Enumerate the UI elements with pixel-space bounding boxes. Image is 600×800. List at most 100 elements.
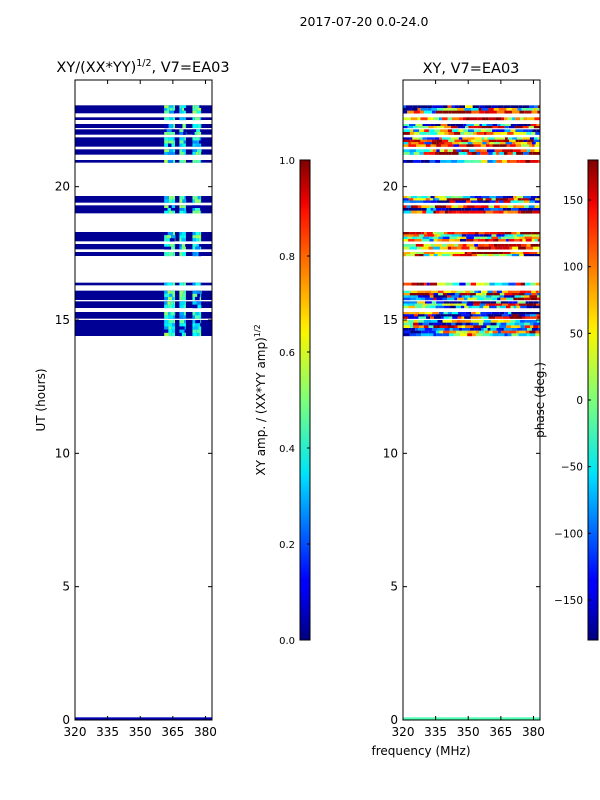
heatmap-cell <box>492 160 497 163</box>
heatmap-cell <box>507 205 514 209</box>
heatmap-cell <box>192 210 197 214</box>
heatmap-cell <box>484 232 490 235</box>
heatmap-cell <box>443 316 449 319</box>
heatmap-cell <box>435 160 441 163</box>
panel1-title: XY/(XX*YY)1/2, V7=EA03 <box>56 58 229 76</box>
heatmap-cell <box>478 244 485 247</box>
heatmap-cell <box>192 326 195 330</box>
heatmap-cell <box>530 325 534 329</box>
heatmap-cell <box>457 297 464 301</box>
heatmap-cell <box>168 140 174 144</box>
heatmap-cell <box>481 126 486 129</box>
heatmap-cell <box>442 303 451 306</box>
heatmap-cell <box>174 235 176 239</box>
heatmap-cell <box>515 117 520 121</box>
heatmap-cell <box>470 322 474 326</box>
colorbar2-label: phase (deg.) <box>533 362 547 438</box>
heatmap-cell <box>482 333 490 337</box>
heatmap-cell <box>424 129 429 133</box>
heatmap-cell <box>529 200 535 203</box>
heatmap-cell <box>519 290 527 294</box>
heatmap-cell <box>503 328 512 331</box>
heatmap-cell <box>538 244 540 247</box>
heatmap-cell <box>183 282 186 286</box>
heatmap-cell <box>173 105 176 109</box>
heatmap-cell <box>173 301 176 305</box>
heatmap-cell <box>197 108 201 111</box>
x-tick-label: 320 <box>392 725 415 739</box>
heatmap-cell <box>418 142 425 145</box>
heatmap-cell <box>416 210 423 214</box>
heatmap-cell <box>417 320 424 323</box>
heatmap-cell <box>415 328 419 331</box>
heatmap-cell <box>500 297 507 301</box>
heatmap-cell <box>501 328 504 331</box>
colorbar1-tick-label: 0.2 <box>279 540 295 551</box>
heatmap-cell <box>164 105 169 109</box>
heatmap-cell <box>422 236 430 240</box>
heatmap-cell <box>519 322 525 326</box>
heatmap-cell <box>171 326 176 330</box>
heatmap-cell <box>460 236 464 240</box>
heatmap-cell <box>492 144 500 147</box>
heatmap-cell <box>443 330 450 334</box>
heatmap-cell <box>403 132 410 135</box>
heatmap-cell <box>475 333 483 337</box>
heatmap-cell <box>537 232 540 235</box>
heatmap-cell <box>447 325 455 329</box>
heatmap-cell <box>538 160 540 163</box>
heatmap-cell <box>172 282 176 286</box>
heatmap-cell <box>185 105 187 109</box>
heatmap-cell <box>179 205 182 209</box>
heatmap-cell <box>512 137 517 140</box>
heatmap-cell <box>414 316 419 319</box>
heatmap-cell <box>519 160 526 163</box>
heatmap-cell <box>169 108 173 111</box>
heatmap-cell <box>524 322 530 326</box>
colorbar2-tick-label: −100 <box>554 528 583 540</box>
heatmap-cell <box>519 236 525 240</box>
heatmap-cell <box>179 137 185 141</box>
heatmap-cell <box>463 205 468 209</box>
heatmap-cell <box>444 234 449 237</box>
heatmap-cell <box>429 282 438 286</box>
heatmap-cell <box>405 282 412 286</box>
heatmap-cell <box>445 152 449 155</box>
heatmap-cell <box>438 236 443 240</box>
heatmap-cell <box>403 108 408 111</box>
heatmap-cell <box>437 196 446 199</box>
heatmap-cell <box>192 110 197 114</box>
heatmap-cell <box>512 246 519 250</box>
heatmap-cell <box>410 290 418 294</box>
heatmap-cell <box>527 142 532 145</box>
heatmap-cell <box>498 152 504 155</box>
heatmap-cell <box>525 330 530 334</box>
heatmap-cell <box>477 290 482 294</box>
heatmap-cell <box>179 315 183 319</box>
heatmap-cell <box>421 239 430 242</box>
heatmap-cell <box>513 196 517 199</box>
panel2-title: XY, V7=EA03 <box>423 61 520 77</box>
heatmap-cell <box>406 160 414 163</box>
heatmap-cell <box>464 208 472 211</box>
heatmap-cell <box>519 314 526 317</box>
heatmap-cell <box>498 210 504 214</box>
heatmap-cell <box>483 316 489 319</box>
heatmap-cell <box>529 252 538 255</box>
heatmap-cell <box>417 295 423 298</box>
heatmap-cell <box>428 246 434 250</box>
heatmap-cell <box>528 129 533 133</box>
heatmap-cell <box>429 303 437 306</box>
heatmap-cell <box>437 239 442 242</box>
heatmap-cell <box>516 124 524 127</box>
heatmap-cell <box>464 305 469 309</box>
heatmap-cell <box>460 139 469 143</box>
heatmap-cell <box>403 198 409 201</box>
heatmap-cell <box>506 322 515 326</box>
heatmap-cell <box>168 196 173 200</box>
heatmap-cell <box>410 330 414 334</box>
heatmap-cell <box>459 234 462 237</box>
heatmap-cell <box>417 126 425 129</box>
heatmap-cell <box>492 124 498 127</box>
heatmap-cell <box>458 200 466 203</box>
